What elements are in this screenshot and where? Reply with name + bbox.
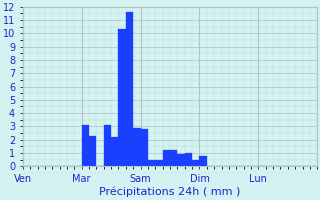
Bar	[170, 150, 177, 166]
Bar	[118, 29, 126, 166]
Bar	[133, 128, 140, 166]
Bar	[192, 160, 199, 166]
Bar	[126, 12, 133, 166]
Bar	[155, 160, 163, 166]
Bar	[177, 154, 185, 166]
Bar	[104, 125, 111, 166]
Bar	[199, 156, 207, 166]
Bar	[185, 153, 192, 166]
X-axis label: Précipitations 24h ( mm ): Précipitations 24h ( mm )	[99, 187, 241, 197]
Bar	[140, 129, 148, 166]
Bar	[163, 150, 170, 166]
Bar	[89, 136, 96, 166]
Bar	[148, 160, 155, 166]
Bar	[82, 125, 89, 166]
Bar	[111, 137, 118, 166]
